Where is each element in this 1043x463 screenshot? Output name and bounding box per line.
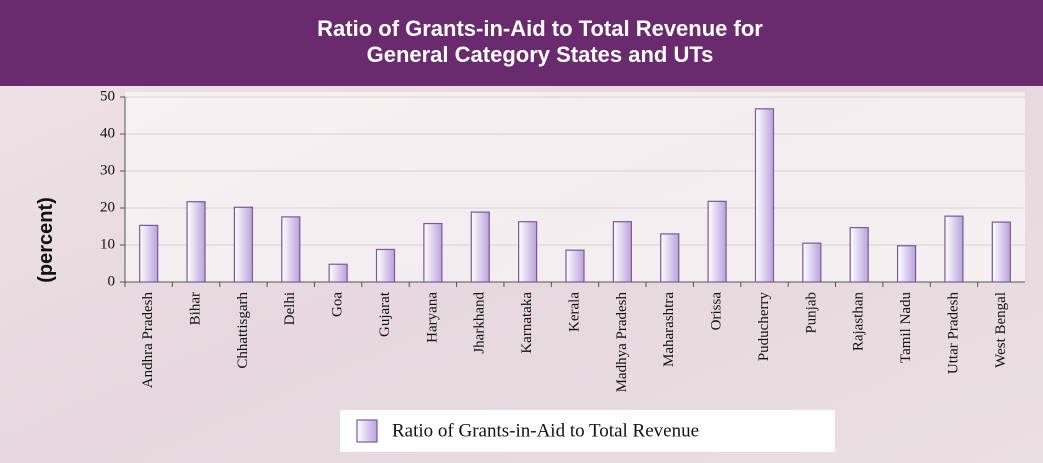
y-tick-label: 30 bbox=[100, 162, 115, 178]
bar bbox=[186, 201, 206, 283]
x-tick-label: Andhra Pradesh bbox=[140, 292, 156, 389]
bar bbox=[423, 222, 443, 283]
x-tick-label: Goa bbox=[330, 292, 346, 317]
bar bbox=[281, 216, 301, 283]
legend bbox=[340, 410, 835, 452]
bar bbox=[565, 249, 585, 283]
x-tick-label: Uttar Pradesh bbox=[945, 292, 961, 375]
bar bbox=[518, 221, 538, 283]
bar bbox=[660, 233, 680, 283]
x-tick-label: Tamil Nadu bbox=[898, 292, 914, 364]
y-axis-label: (percent) bbox=[35, 197, 57, 283]
y-tick-label: 40 bbox=[100, 125, 115, 141]
bar bbox=[328, 263, 348, 283]
x-tick-label: West Bengal bbox=[993, 292, 1009, 368]
x-tick-label: Maharashtra bbox=[661, 292, 677, 367]
bar bbox=[896, 245, 917, 283]
x-tick-label: Jharkhand bbox=[472, 292, 488, 354]
x-tick-label: Delhi bbox=[282, 292, 298, 325]
x-tick-label: Karnataka bbox=[519, 292, 535, 354]
bar bbox=[707, 200, 727, 283]
chart-title: General Category States and UTs bbox=[367, 42, 714, 67]
x-tick-label: Madhya Pradesh bbox=[614, 292, 630, 393]
bar bbox=[754, 108, 775, 283]
bar bbox=[375, 248, 396, 283]
bar bbox=[233, 206, 254, 283]
x-tick-label: Chhattisgarh bbox=[235, 292, 251, 369]
bar bbox=[991, 221, 1011, 283]
bar bbox=[612, 221, 632, 283]
bar bbox=[944, 215, 964, 283]
legend-swatch bbox=[356, 419, 378, 443]
x-tick-label: Haryana bbox=[424, 292, 440, 343]
x-tick-label: Punjab bbox=[803, 292, 819, 334]
legend-label: Ratio of Grants-in-Aid to Total Revenue bbox=[392, 420, 699, 441]
bar bbox=[802, 242, 822, 283]
bar bbox=[849, 227, 869, 283]
x-tick-label: Bihar bbox=[187, 292, 203, 325]
x-tick-label: Puducherry bbox=[756, 292, 772, 362]
x-tick-label: Kerala bbox=[566, 292, 582, 332]
chart-title: Ratio of Grants-in-Aid to Total Revenue … bbox=[317, 16, 763, 41]
x-tick-label: Rajasthan bbox=[851, 292, 867, 352]
bar bbox=[470, 211, 490, 283]
y-tick-label: 10 bbox=[100, 236, 115, 252]
bar bbox=[139, 224, 159, 283]
x-tick-label: Orissa bbox=[709, 292, 725, 331]
x-tick-label: Gujarat bbox=[377, 291, 393, 337]
y-tick-label: 20 bbox=[100, 199, 115, 215]
y-tick-label: 0 bbox=[108, 273, 116, 289]
title-band bbox=[0, 0, 1043, 86]
y-tick-label: 50 bbox=[100, 88, 115, 104]
